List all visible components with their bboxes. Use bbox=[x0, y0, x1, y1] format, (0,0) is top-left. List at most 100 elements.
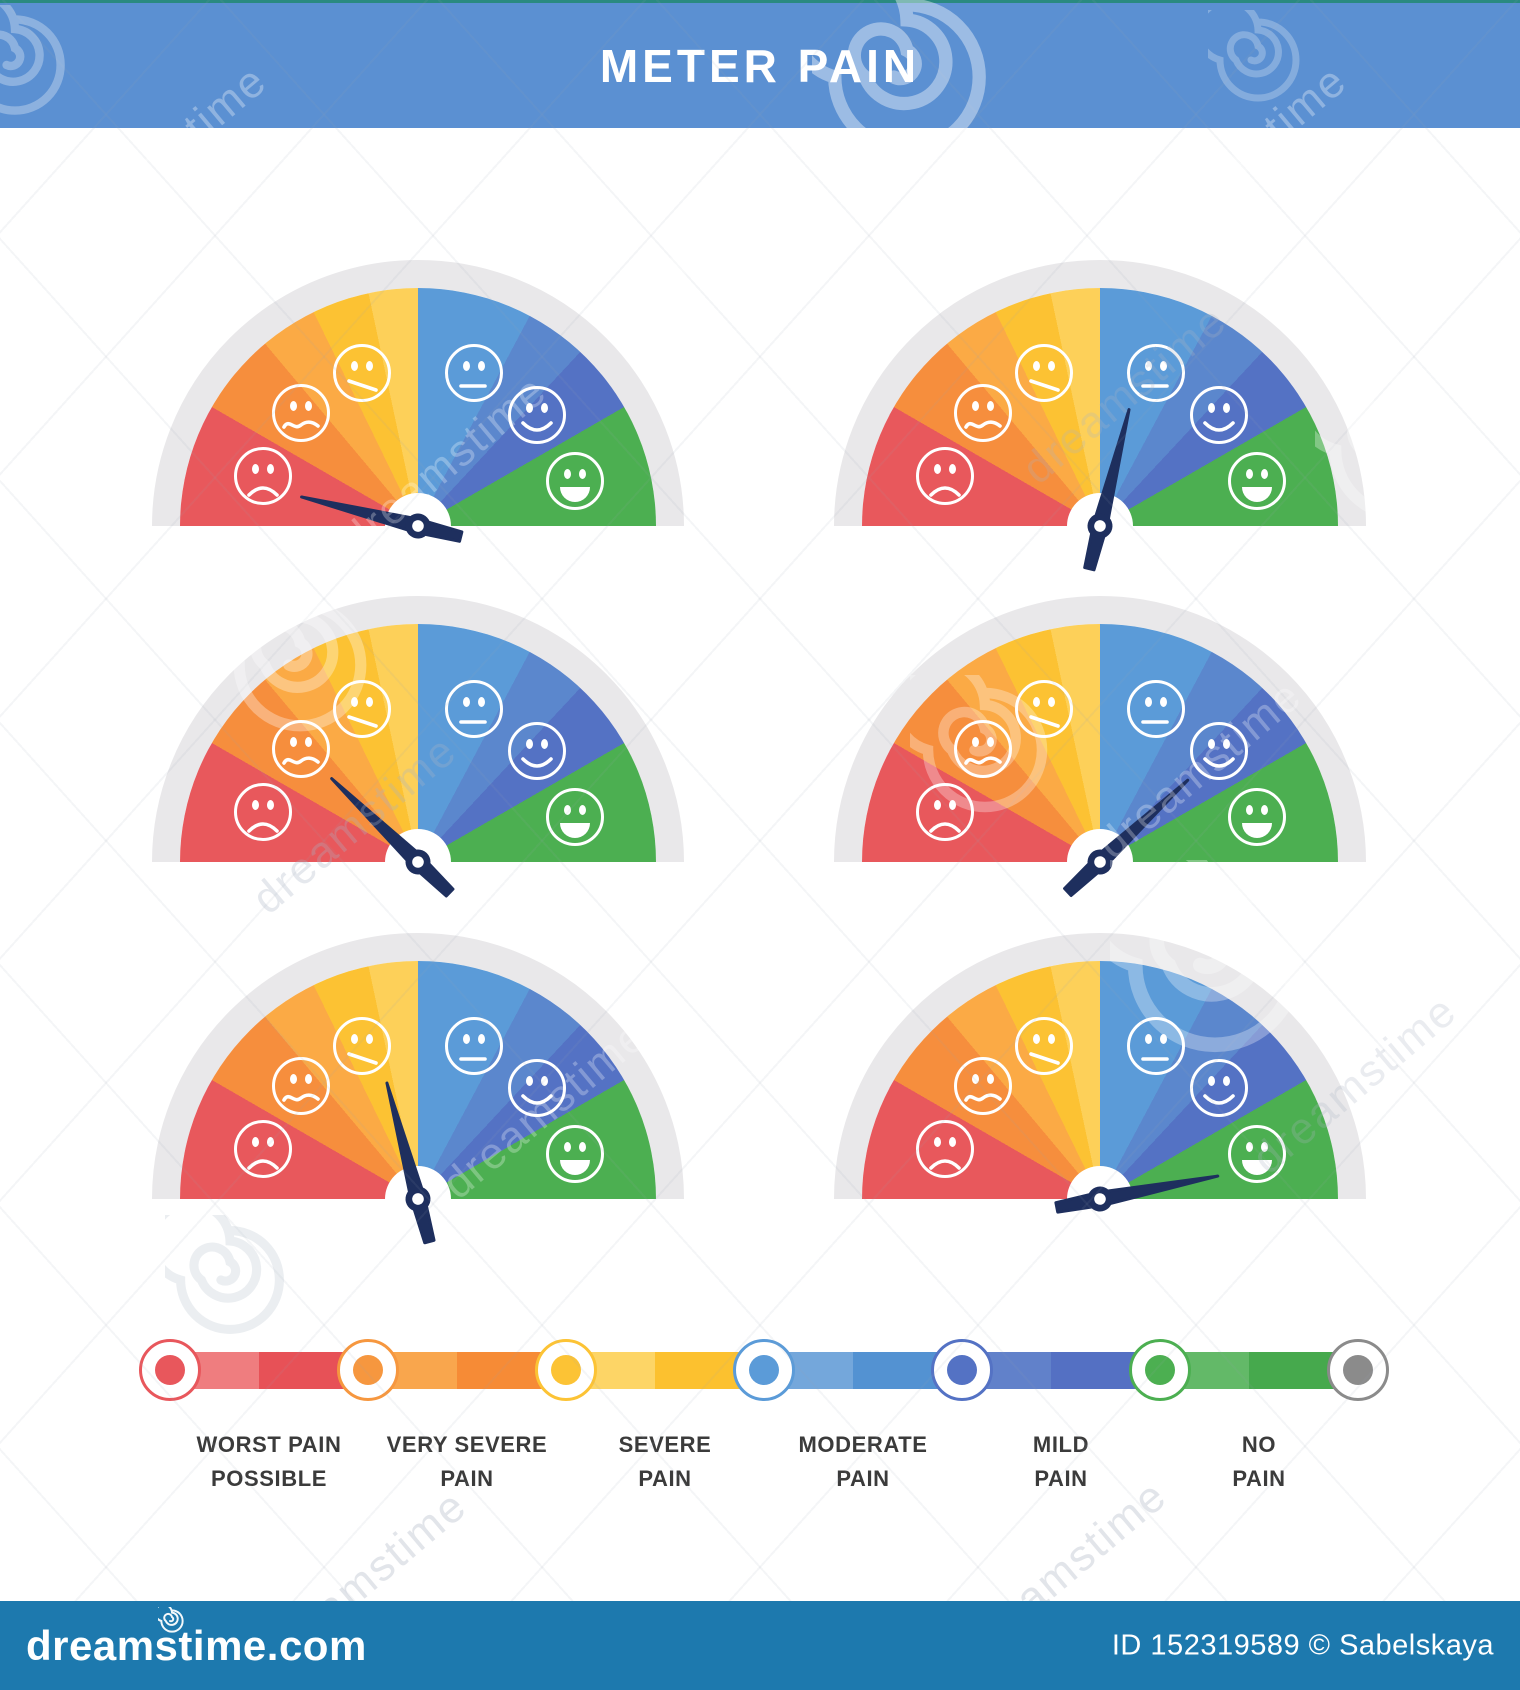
mouth-slant-icon bbox=[1022, 1046, 1066, 1070]
no-pain-face-icon bbox=[545, 788, 604, 847]
pain-gauge-no-pain bbox=[834, 933, 1366, 1265]
mouth-slant-icon bbox=[1022, 373, 1066, 397]
label-line: MILD bbox=[1032, 1432, 1090, 1457]
label-line: PAIN bbox=[440, 1466, 494, 1491]
scale-marker-3 bbox=[535, 1339, 597, 1401]
mouth-smile-icon bbox=[515, 1088, 559, 1112]
scale-label-severe-pain: SEVERE PAIN bbox=[555, 1428, 775, 1496]
severe-face-icon bbox=[1015, 343, 1074, 402]
eye-icon bbox=[366, 1033, 374, 1044]
eye-icon bbox=[1159, 696, 1167, 707]
label-line: POSSIBLE bbox=[210, 1466, 328, 1491]
pain-gauge-mild-pain bbox=[834, 596, 1366, 928]
dreamstime-logo: dreamstime.com bbox=[26, 1621, 367, 1669]
no-pain-face-icon bbox=[545, 1125, 604, 1184]
eye-icon bbox=[477, 1033, 485, 1044]
eye-icon bbox=[477, 360, 485, 371]
eye-icon bbox=[986, 1073, 994, 1084]
mouth-grin-icon bbox=[1235, 481, 1279, 505]
mouth-neutral-icon bbox=[452, 709, 496, 733]
eye-icon bbox=[1223, 1075, 1231, 1086]
very-severe-face-icon bbox=[953, 719, 1012, 778]
eye-icon bbox=[971, 1073, 979, 1084]
eye-icon bbox=[304, 736, 312, 747]
moderate-face-icon bbox=[1126, 679, 1185, 738]
eye-icon bbox=[251, 799, 259, 810]
mouth-frown-icon bbox=[241, 812, 285, 836]
eye-icon bbox=[933, 1136, 941, 1147]
mouth-neutral-icon bbox=[452, 1046, 496, 1070]
scale-marker-7 bbox=[1327, 1339, 1389, 1401]
mouth-slant-icon bbox=[340, 373, 384, 397]
eye-icon bbox=[1033, 1033, 1041, 1044]
mouth-smile-icon bbox=[515, 415, 559, 439]
moderate-face-icon bbox=[444, 1016, 503, 1075]
gauge-arc-clip bbox=[152, 933, 684, 1199]
gauge-needle bbox=[300, 495, 464, 543]
eye-icon bbox=[948, 1136, 956, 1147]
mouth-slant-icon bbox=[1022, 709, 1066, 733]
eye-icon bbox=[1159, 360, 1167, 371]
mouth-neutral-icon bbox=[452, 373, 496, 397]
pain-gauge-worst-pain-possible bbox=[152, 260, 684, 592]
label-line: NO bbox=[1241, 1432, 1277, 1457]
scale-marker-6 bbox=[1129, 1339, 1191, 1401]
eye-icon bbox=[1223, 402, 1231, 413]
mild-face-icon bbox=[508, 721, 567, 780]
severe-face-icon bbox=[333, 343, 392, 402]
scale-label-very-severe-pain: VERY SEVERE PAIN bbox=[357, 1428, 577, 1496]
mouth-smile-icon bbox=[1197, 415, 1241, 439]
mild-face-icon bbox=[508, 385, 567, 444]
eye-icon bbox=[971, 736, 979, 747]
moderate-face-icon bbox=[444, 679, 503, 738]
header-bar: METER PAIN bbox=[0, 0, 1520, 128]
no-pain-face-icon bbox=[545, 452, 604, 511]
label-line: PAIN bbox=[638, 1466, 692, 1491]
eye-icon bbox=[251, 1136, 259, 1147]
eye-icon bbox=[304, 400, 312, 411]
eye-icon bbox=[578, 1142, 586, 1153]
severe-face-icon bbox=[333, 679, 392, 738]
eye-icon bbox=[1159, 1033, 1167, 1044]
very-severe-face-icon bbox=[953, 1056, 1012, 1115]
gauge-arc-clip bbox=[834, 260, 1366, 526]
gauge-needle bbox=[1083, 408, 1131, 572]
mouth-smile-icon bbox=[515, 751, 559, 775]
pain-gauge-moderate-pain bbox=[834, 260, 1366, 592]
mild-face-icon bbox=[1190, 1058, 1249, 1117]
dreamstime-spiral-icon bbox=[154, 1603, 186, 1640]
eye-icon bbox=[563, 805, 571, 816]
mouth-neutral-icon bbox=[1134, 1046, 1178, 1070]
severe-face-icon bbox=[1015, 679, 1074, 738]
gauge-arc-clip bbox=[834, 933, 1366, 1199]
eye-icon bbox=[351, 1033, 359, 1044]
eye-icon bbox=[1144, 360, 1152, 371]
scale-marker-dot bbox=[947, 1355, 977, 1385]
page-title: METER PAIN bbox=[599, 39, 921, 92]
very-severe-face-icon bbox=[271, 719, 330, 778]
mouth-grin-icon bbox=[553, 1154, 597, 1178]
eye-icon bbox=[933, 463, 941, 474]
eye-icon bbox=[304, 1073, 312, 1084]
mouth-frown-icon bbox=[923, 1149, 967, 1173]
mouth-smile-icon bbox=[1197, 751, 1241, 775]
mouth-grin-icon bbox=[553, 481, 597, 505]
scale-marker-dot bbox=[551, 1355, 581, 1385]
eye-icon bbox=[1223, 738, 1231, 749]
label-line: WORST PAIN bbox=[196, 1432, 342, 1457]
mouth-grin-icon bbox=[1235, 1154, 1279, 1178]
scale-marker-dot bbox=[353, 1355, 383, 1385]
scale-marker-2 bbox=[337, 1339, 399, 1401]
eye-icon bbox=[289, 400, 297, 411]
very-severe-face-icon bbox=[953, 383, 1012, 442]
eye-icon bbox=[1048, 360, 1056, 371]
footer-bar: dreamstime.com ID 152319589 © Sabelskaya bbox=[0, 1601, 1520, 1690]
eye-icon bbox=[563, 1142, 571, 1153]
scale-marker-dot bbox=[1343, 1355, 1373, 1385]
eye-icon bbox=[1260, 805, 1268, 816]
mouth-smile-icon bbox=[1197, 1088, 1241, 1112]
mild-face-icon bbox=[508, 1058, 567, 1117]
worst-pain-face-icon bbox=[233, 1119, 292, 1178]
eye-icon bbox=[1048, 1033, 1056, 1044]
scale-marker-4 bbox=[733, 1339, 795, 1401]
